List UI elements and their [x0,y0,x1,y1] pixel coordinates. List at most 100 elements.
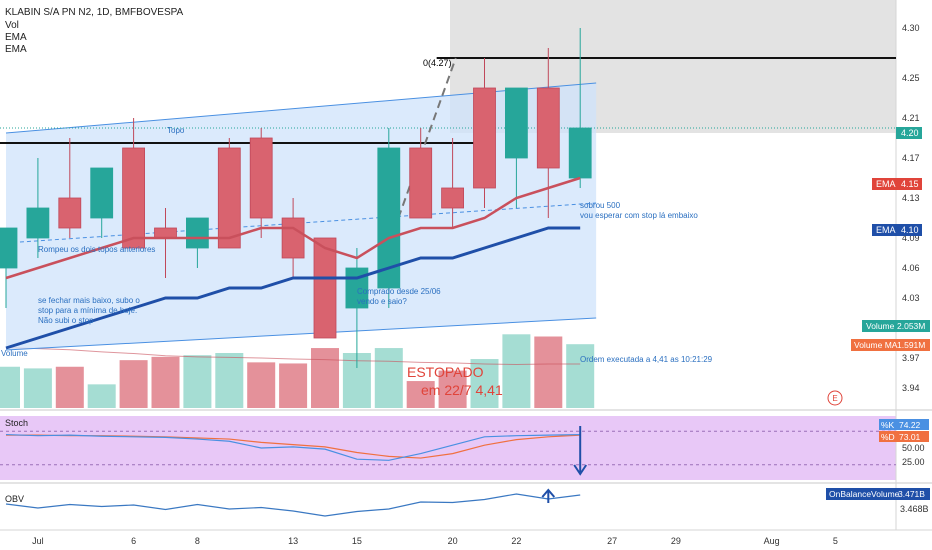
down-arrow-head-icon [573,464,588,476]
price-tick-label: 4.17 [902,153,920,163]
volume-bar [279,363,308,408]
ema-slow-tag [872,224,922,236]
volume-bar [87,384,116,408]
ema-fast-tag-value: 4.15 [901,179,919,189]
note-line: Não subi o stop [38,316,94,325]
rompeu-label: Rompeu os dois topos anteriores [38,245,155,254]
price-channel [5,82,597,351]
price-lines [0,57,896,219]
obv-line [5,488,581,517]
note-line: stop para a mínima de hoje. [38,306,137,315]
candle-body [536,87,560,169]
candle-body [249,137,273,219]
note-line: sobrou 500 [580,201,621,210]
candle-body [122,147,145,249]
candle-body [568,127,592,179]
volume-bar [374,348,403,408]
candles[interactable] [0,28,592,368]
price-tick-label: 4.21 [902,113,920,123]
stoch-k-tag [879,419,929,430]
candle-body [473,87,496,189]
ema-fast-tag [872,178,922,190]
obv-tick-label: 3.468B [900,504,929,514]
time-tick-label: 15 [352,536,362,546]
time-tick-label: 29 [671,536,681,546]
time-tick-label: Jul [32,536,44,546]
volume-tag: Volume [1,349,28,358]
volume-bar [534,336,563,408]
candle-body [58,197,82,229]
price-tick-label: 4.03 [902,293,920,303]
time-tick-label: 8 [195,536,200,546]
stoch-label: Stoch [5,418,28,428]
price-tick-label: 4.06 [902,263,920,273]
earnings-marker-label: E [832,394,837,403]
stoch-lines [0,426,896,476]
topo-label: Topo [167,126,185,135]
channel-lower [5,317,597,351]
ema-slow-line [5,226,581,350]
note-line: Comprado desde 25/06 [357,287,441,296]
note-line: vou esperar com stop lá embaixo [580,211,698,220]
price-tick-label: 3.97 [902,353,920,363]
time-tick-label: 22 [511,536,521,546]
volume-bar [151,356,180,408]
ema-lines [5,176,581,350]
symbol-title: KLABIN S/A PN N2, 1D, BMFBOVESPA [5,7,184,18]
volume-bar [438,370,467,408]
volume-ma-tag-box [851,339,930,351]
note-line: vendo e saio? [357,297,407,306]
stoch-d-tag [879,431,929,442]
volume-bar [247,362,276,408]
candle-body [185,217,209,249]
stoch-k-tag-name: %K [881,420,895,430]
obv-line [5,493,581,517]
earnings-marker[interactable] [827,390,843,406]
axes: 4.30 4.25 4.21 4.17 4.13 4.09 4.06 4.03 3.97 3.94… [32,23,928,546]
zero-level-label: 0(4.27) [423,58,452,68]
stoch-d-tag-value: 73.01 [899,432,921,442]
volume-bar [311,348,339,408]
price-tick-label: 3.94 [902,383,920,393]
candle-body [90,167,114,219]
volume-bar [55,366,84,408]
time-tick-label: 13 [288,536,298,546]
price-tick-label: 4.09 [902,233,920,243]
volume-bar [502,334,531,408]
obv-tag-value: 3.471B [898,489,925,499]
time-tick-label: 6 [131,536,136,546]
ema-slow-tag-value: 4.10 [901,225,919,235]
candle-body [26,207,50,239]
volume-bars [0,334,595,408]
candle-body [0,227,18,269]
volume-bar [0,366,20,408]
volume-bar [119,360,148,408]
volume-bar [470,359,499,408]
ema-label: EMA [5,32,27,43]
stoch-tick-label: 50.00 [902,443,925,453]
note-line: se fechar mais baixo, subo o [38,296,140,305]
ema-slow-tag-name: EMA [876,225,896,235]
last-price-tag [896,127,922,139]
volume-bar [406,381,435,408]
vol-label: Vol [5,20,19,31]
candle-body [441,187,465,209]
candle-body [504,87,528,159]
channel-fill [6,83,597,350]
order-note: Ordem executada a 4,41 as 10:21:29 [580,355,713,364]
volume-ma-tag-name: Volume MA [854,340,898,350]
up-arrow-head-icon [541,488,556,498]
stop-note: ESTOPADO [407,364,484,380]
price-tick-label: 4.13 [902,193,920,203]
volume-bar [215,353,244,408]
obv-tag-name: OnBalanceVolume [829,489,900,499]
stoch-d-tag-name: %D [881,432,895,442]
candle-body [217,147,241,249]
stoch-tick-label: 25.00 [902,457,925,467]
price-tick-label: 4.30 [902,23,920,33]
channel-upper [5,82,597,134]
candle-body [281,217,305,259]
ema-fast-line [5,176,581,280]
time-tick-label: 20 [448,536,458,546]
